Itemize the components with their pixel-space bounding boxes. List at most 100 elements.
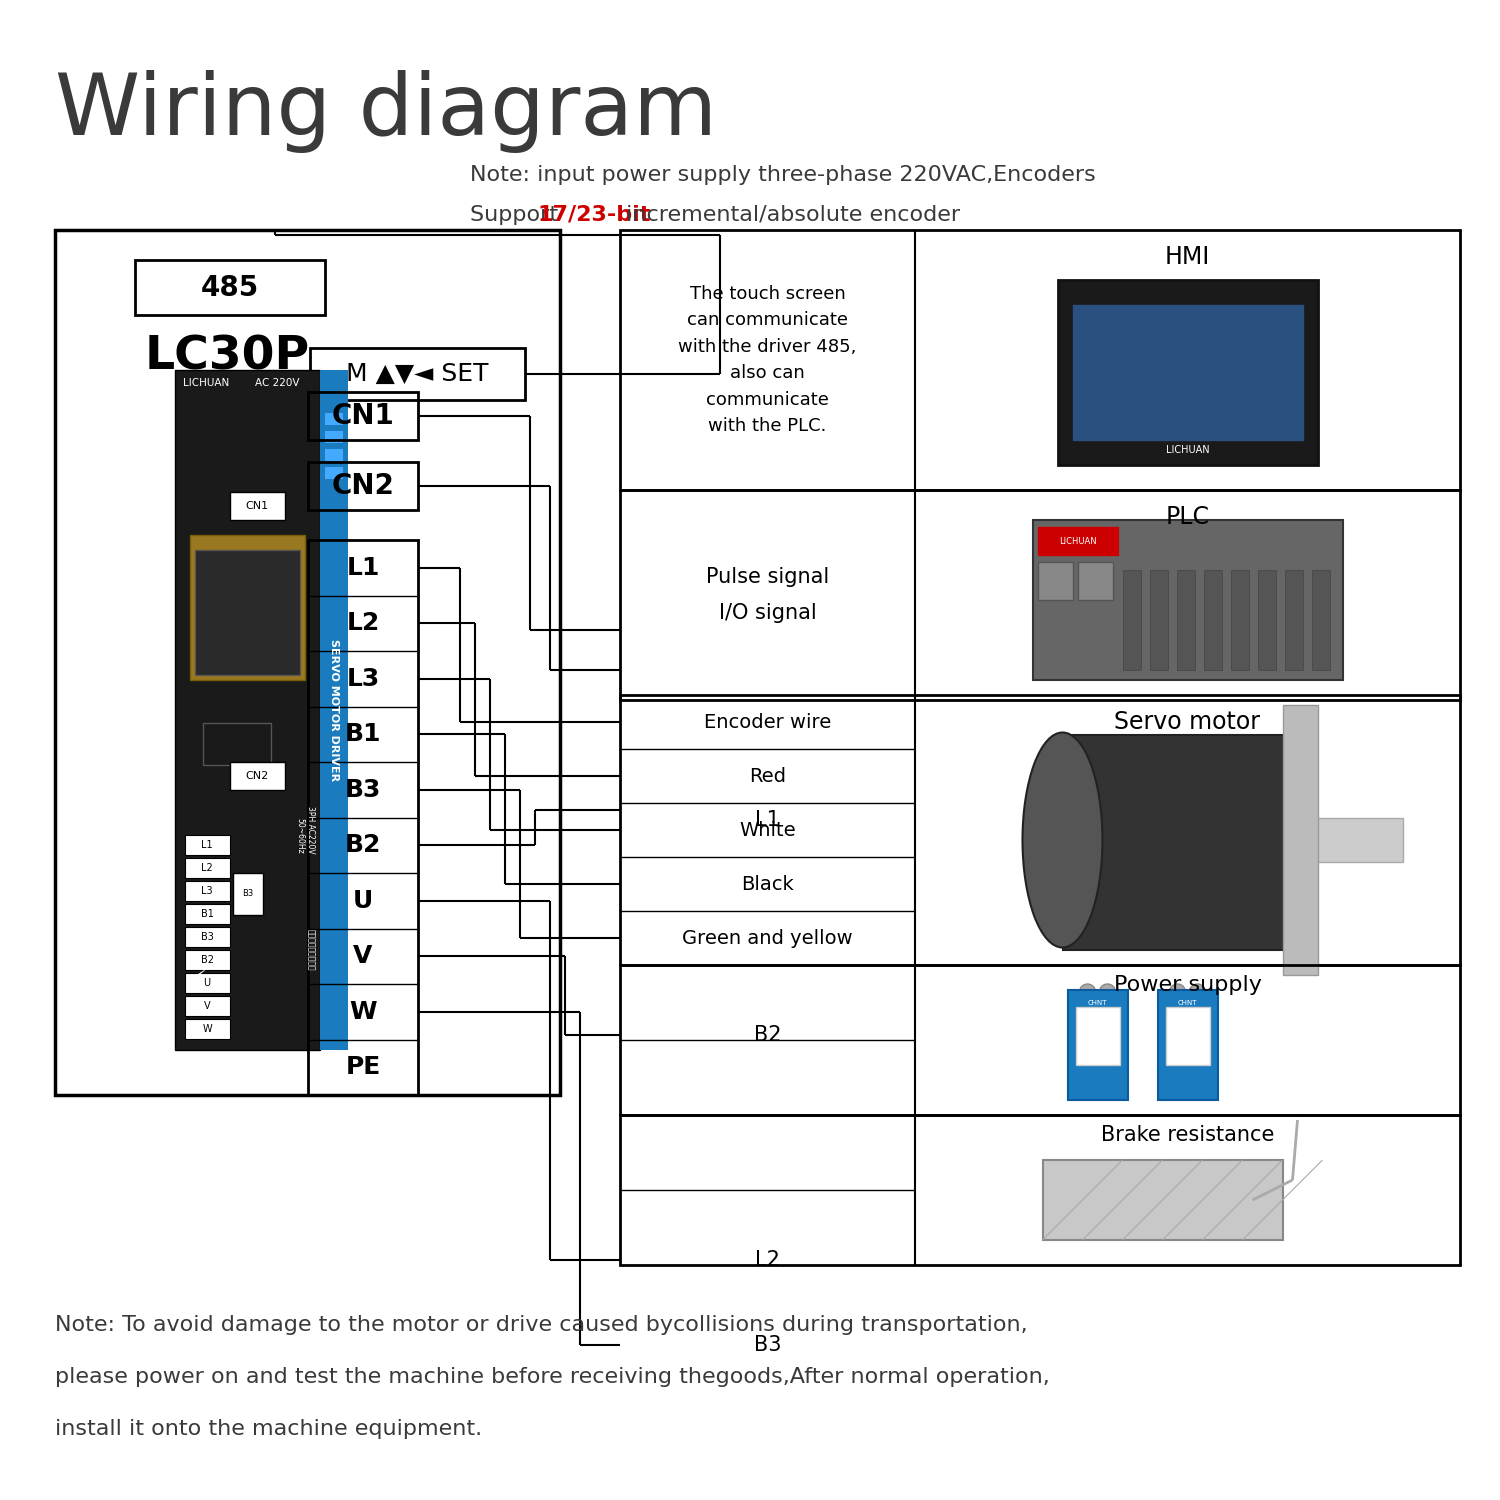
Bar	[620, 964, 1460, 1114]
Bar	[184, 836, 230, 855]
Text: Note: To avoid damage to the motor or drive caused bycollisions during transport: Note: To avoid damage to the motor or dr…	[56, 1316, 1028, 1335]
Bar	[308, 462, 419, 510]
Text: ≈: ≈	[192, 1000, 208, 1020]
Bar	[184, 927, 230, 946]
Text: B3: B3	[753, 1335, 782, 1354]
Text: LICHUAN: LICHUAN	[183, 378, 230, 388]
Text: CN2: CN2	[246, 771, 268, 782]
Text: 外置制动电阻连接端: 外置制动电阻连接端	[306, 928, 315, 970]
Bar	[230, 492, 285, 520]
Bar	[1032, 520, 1342, 680]
Bar	[1311, 570, 1329, 670]
Bar	[1293, 818, 1402, 862]
Bar	[184, 858, 230, 877]
Text: L3: L3	[201, 886, 213, 896]
Bar	[190, 536, 304, 680]
Text: HMI: HMI	[1166, 244, 1210, 268]
Text: Pulse signal
I/O signal: Pulse signal I/O signal	[706, 567, 830, 622]
Text: W: W	[350, 1000, 376, 1023]
Bar	[184, 950, 230, 970]
Text: Note: input power supply three-phase 220VAC,Encoders: Note: input power supply three-phase 220…	[470, 165, 1095, 184]
Text: CN1: CN1	[332, 402, 394, 430]
Bar	[310, 348, 525, 400]
Bar	[620, 694, 1460, 964]
Bar	[1203, 570, 1221, 670]
Bar	[1149, 570, 1167, 670]
Bar	[1122, 570, 1140, 670]
Bar	[620, 490, 1460, 700]
Text: please power on and test the machine before receiving thegoods,After normal oper: please power on and test the machine bef…	[56, 1366, 1050, 1388]
Text: incremental/absolute encoder: incremental/absolute encoder	[620, 206, 960, 225]
Text: B1: B1	[345, 723, 381, 747]
Bar	[195, 550, 300, 675]
Text: L3: L3	[346, 666, 380, 690]
Bar	[1058, 280, 1317, 465]
Bar	[56, 230, 560, 1095]
Text: B2: B2	[345, 834, 381, 858]
Bar	[1166, 1007, 1209, 1065]
Text: U: U	[204, 978, 210, 988]
Bar	[1284, 570, 1302, 670]
Text: Servo motor: Servo motor	[1114, 710, 1260, 734]
Text: B2: B2	[201, 956, 213, 964]
Text: B3: B3	[345, 777, 381, 801]
Bar	[1176, 570, 1194, 670]
Text: PLC: PLC	[1166, 506, 1209, 530]
Text: B3: B3	[201, 932, 213, 942]
Text: White: White	[740, 821, 796, 840]
Bar	[326, 448, 344, 460]
Bar	[1068, 990, 1128, 1100]
Text: PE: PE	[345, 1056, 381, 1080]
Bar	[308, 540, 419, 1095]
Text: Support: Support	[470, 206, 566, 225]
Bar	[184, 996, 230, 1016]
Bar	[135, 260, 326, 315]
Bar	[1077, 562, 1113, 600]
Text: B1: B1	[201, 909, 213, 920]
Bar	[184, 974, 230, 993]
Text: LC30P: LC30P	[146, 334, 310, 380]
Bar	[184, 904, 230, 924]
Text: U: U	[352, 888, 374, 912]
Text: 3PH AC220V
50~60Hz: 3PH AC220V 50~60Hz	[296, 806, 315, 853]
Text: CN2: CN2	[332, 472, 394, 500]
Bar	[1257, 570, 1275, 670]
Bar	[308, 392, 419, 439]
Bar	[1076, 1007, 1119, 1065]
Bar	[1072, 304, 1302, 439]
Text: Black: Black	[741, 874, 794, 894]
Text: V: V	[204, 1000, 210, 1011]
Text: 17/23-bit: 17/23-bit	[537, 206, 651, 225]
Bar	[620, 1114, 1460, 1264]
Text: Wiring diagram: Wiring diagram	[56, 70, 717, 153]
Text: 485: 485	[201, 273, 260, 302]
Text: B2: B2	[753, 1024, 782, 1045]
Text: install it onto the machine equipment.: install it onto the machine equipment.	[56, 1419, 482, 1438]
Bar	[320, 370, 348, 1050]
Text: ⚡: ⚡	[194, 969, 207, 987]
Circle shape	[1248, 1190, 1268, 1210]
Bar	[326, 430, 344, 442]
Bar	[184, 1019, 230, 1040]
Text: CN1: CN1	[246, 501, 268, 512]
Circle shape	[1190, 984, 1206, 1000]
Text: Encoder wire: Encoder wire	[704, 712, 831, 732]
Text: L2: L2	[346, 612, 380, 636]
Text: SERVO MOTOR DRIVER: SERVO MOTOR DRIVER	[328, 639, 339, 782]
Circle shape	[1100, 984, 1116, 1000]
Circle shape	[1287, 718, 1311, 742]
Text: CHNT: CHNT	[1088, 1000, 1107, 1006]
Text: W: W	[202, 1024, 211, 1033]
Bar	[1282, 705, 1317, 975]
Bar	[1038, 562, 1072, 600]
Text: L2: L2	[201, 862, 213, 873]
Ellipse shape	[1023, 732, 1102, 948]
Bar	[326, 413, 344, 424]
Bar	[326, 466, 344, 478]
Text: CHNT: CHNT	[1178, 1000, 1197, 1006]
Text: V: V	[354, 945, 372, 969]
Text: B3: B3	[243, 890, 254, 898]
Bar	[1158, 990, 1218, 1100]
Text: L1: L1	[201, 840, 213, 850]
Text: Green and yellow: Green and yellow	[682, 928, 853, 948]
